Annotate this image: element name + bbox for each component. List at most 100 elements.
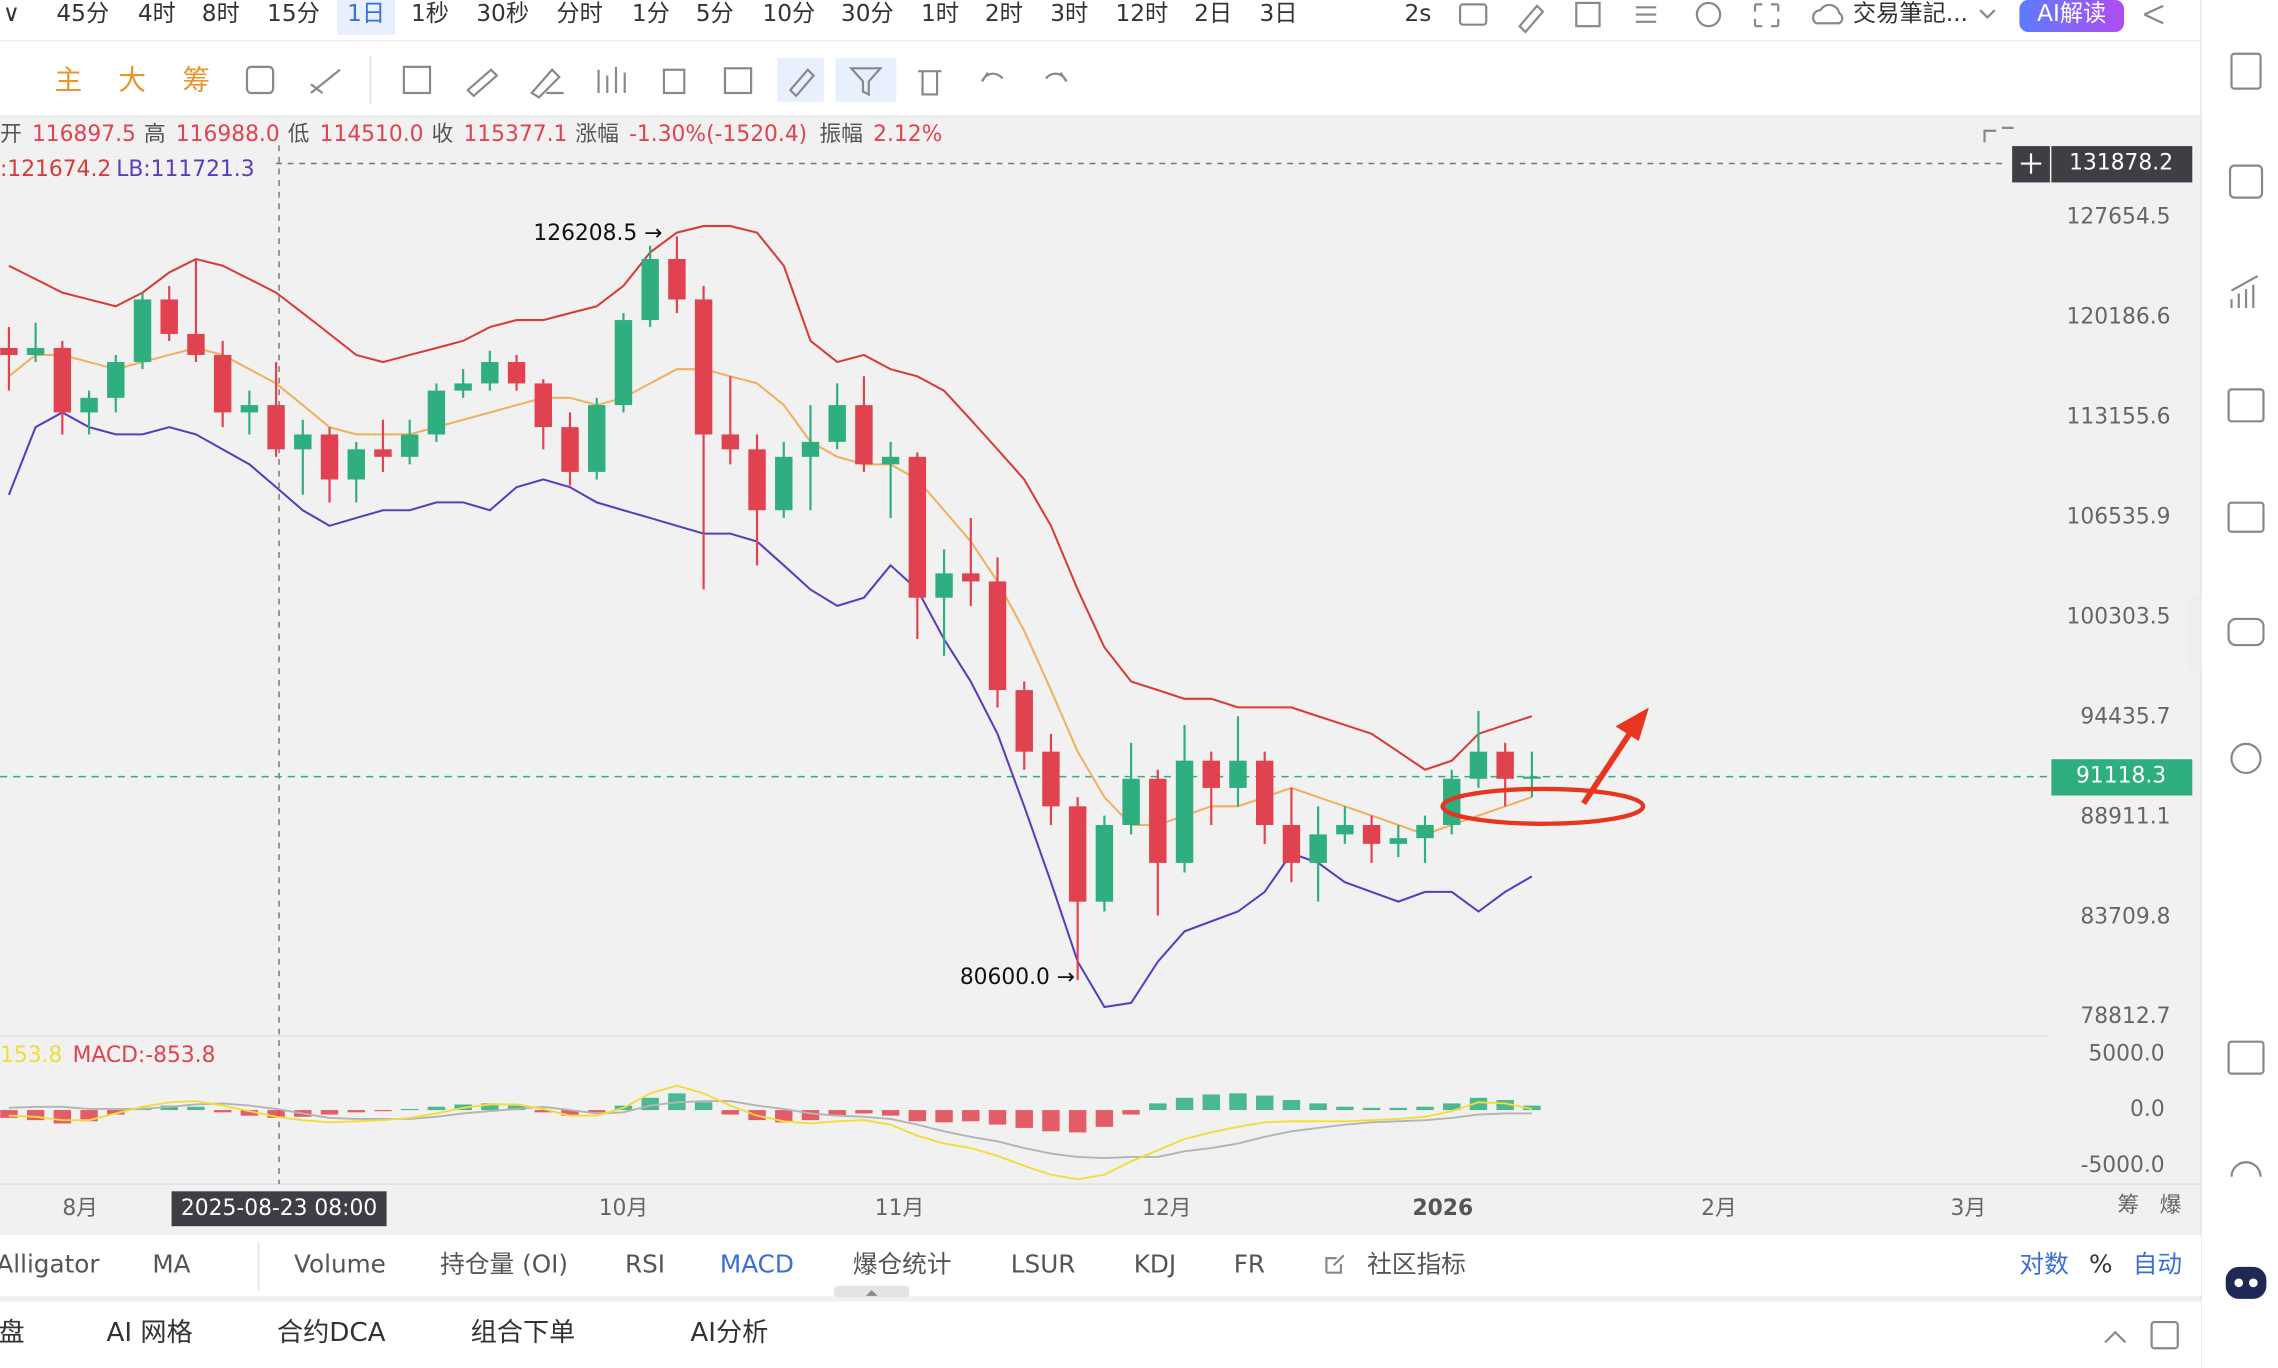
indicator-tab[interactable]: RSI — [625, 1249, 665, 1278]
tool-icon[interactable] — [245, 65, 275, 95]
interval[interactable]: 45分 — [56, 0, 109, 27]
tool-icon[interactable] — [310, 68, 341, 94]
axis-extra[interactable]: 爆 — [2160, 1193, 2182, 1218]
bottom-tab[interactable]: AI 网格 — [107, 1318, 193, 1348]
interval[interactable]: 2时 — [985, 0, 1023, 27]
tool-icon[interactable] — [788, 68, 816, 98]
sidebar-icon[interactable] — [2227, 501, 2265, 533]
trash-icon[interactable] — [918, 70, 942, 96]
ai-button[interactable]: AI解读 — [2037, 0, 2106, 27]
sidebar-toggle[interactable] — [2187, 595, 2202, 672]
tool-chips[interactable]: 筹 — [182, 63, 210, 96]
refresh[interactable]: 2s — [1404, 0, 1431, 27]
bottom-tab[interactable]: 合约DCA — [277, 1318, 386, 1348]
info-value: 2.12% — [873, 122, 942, 147]
interval[interactable]: 10分 — [762, 0, 815, 27]
macd-bar — [481, 1103, 499, 1111]
interval[interactable]: 1日 — [347, 0, 385, 27]
scale-option[interactable]: 对数 — [2019, 1249, 2068, 1278]
undo-icon[interactable] — [981, 72, 1004, 82]
indicator-tab[interactable]: 爆仓统计 — [853, 1249, 952, 1278]
crosshair-time-bg — [171, 1191, 387, 1227]
collapse-icon[interactable] — [2104, 1330, 2127, 1344]
bottom-tab[interactable]: AI分析 — [690, 1318, 768, 1348]
share-icon[interactable] — [2143, 4, 2164, 25]
frame-icon[interactable] — [1575, 1, 1601, 28]
bot-avatar[interactable] — [2225, 1266, 2267, 1299]
macd-bar — [935, 1110, 953, 1123]
list-icon[interactable] — [1635, 6, 1657, 23]
candle-body — [1015, 690, 1033, 752]
interval[interactable]: 2日 — [1194, 0, 1232, 27]
indicator-tab[interactable]: MACD — [720, 1249, 794, 1278]
macd-tick-label: 5000.0 — [2088, 1041, 2164, 1066]
ai-button-bg[interactable] — [2019, 0, 2125, 32]
interval[interactable]: 分时 — [556, 0, 602, 27]
interval[interactable]: 3日 — [1259, 0, 1297, 27]
indicator-tab[interactable]: FR — [1234, 1249, 1265, 1278]
sidebar-icon[interactable] — [2228, 164, 2264, 199]
sidebar-icon[interactable] — [2230, 742, 2262, 775]
indicator-tab[interactable]: Alligator — [0, 1249, 100, 1278]
scale-option[interactable]: % — [2089, 1249, 2112, 1278]
macd-bar — [1042, 1110, 1060, 1132]
sidebar-icon[interactable] — [2227, 617, 2265, 647]
scale-option[interactable]: 自动 — [2133, 1249, 2182, 1278]
dea-line — [8, 1100, 1532, 1159]
interval[interactable]: 1分 — [632, 0, 670, 27]
macd-bar — [1122, 1110, 1140, 1115]
sidebar-icon[interactable] — [2227, 1040, 2265, 1075]
bottom-tab[interactable]: 盘 — [0, 1318, 25, 1348]
interval[interactable]: 30秒 — [476, 0, 529, 27]
tool-icon[interactable] — [723, 67, 753, 95]
high-annotation: 126208.5 → — [533, 221, 662, 246]
filter-icon[interactable] — [848, 67, 883, 97]
interval[interactable]: 4时 — [138, 0, 176, 27]
tool-icon[interactable] — [466, 68, 499, 98]
tool-icon[interactable] — [662, 68, 686, 95]
axis-extra[interactable]: 筹 — [2117, 1193, 2139, 1218]
indicator-tab[interactable]: LSUR — [1011, 1249, 1076, 1278]
popout-icon[interactable] — [2150, 1320, 2179, 1350]
tool-icon[interactable] — [597, 66, 626, 93]
notes[interactable]: 交易筆記... — [1853, 0, 1968, 27]
tool-big[interactable]: 大 — [118, 63, 146, 96]
fullscreen-icon[interactable] — [1753, 3, 1780, 28]
dropdown[interactable]: ∨ — [3, 0, 20, 27]
tool-main[interactable]: 主 — [54, 63, 82, 96]
macd-bar — [775, 1110, 793, 1123]
tool-icon[interactable] — [530, 68, 564, 99]
indicator-tab[interactable]: KDJ — [1134, 1249, 1176, 1278]
camera-icon[interactable] — [1458, 3, 1488, 26]
sidebar-icon[interactable] — [2230, 1161, 2262, 1177]
candle-body — [588, 405, 606, 472]
interval[interactable]: 1秒 — [411, 0, 449, 27]
interval[interactable]: 30分 — [841, 0, 894, 27]
bottom-tab[interactable]: 组合下单 — [471, 1318, 576, 1348]
candle-body — [294, 434, 312, 450]
candle-body — [427, 390, 446, 435]
sidebar-icon[interactable] — [2230, 52, 2262, 90]
interval[interactable]: 12时 — [1115, 0, 1168, 27]
pen-icon[interactable] — [1518, 4, 1545, 34]
sidebar-icon[interactable] — [2230, 275, 2259, 309]
settings-icon[interactable] — [1695, 1, 1722, 28]
indicator-tab[interactable]: MA — [152, 1249, 190, 1278]
interval[interactable]: 8时 — [202, 0, 240, 27]
sidebar-icon[interactable] — [2227, 388, 2265, 423]
interval[interactable]: 1时 — [921, 0, 959, 27]
indicator-tab[interactable]: 社区指标 — [1367, 1249, 1466, 1278]
expand-icon[interactable] — [1983, 126, 2014, 143]
info-label: 低 — [288, 122, 310, 147]
tool-icon[interactable] — [402, 65, 432, 95]
cloud-icon[interactable] — [1812, 3, 1844, 25]
interval[interactable]: 15分 — [267, 0, 320, 27]
candle-body — [26, 347, 45, 355]
interval[interactable]: 5分 — [696, 0, 734, 27]
redo-icon[interactable] — [1045, 72, 1068, 82]
notes-caret[interactable] — [1979, 9, 1996, 19]
indicator-tab[interactable]: Volume — [294, 1249, 386, 1278]
candle-body — [1095, 824, 1114, 902]
interval[interactable]: 3时 — [1050, 0, 1088, 27]
indicator-tab[interactable]: 持仓量 (OI) — [440, 1249, 568, 1278]
